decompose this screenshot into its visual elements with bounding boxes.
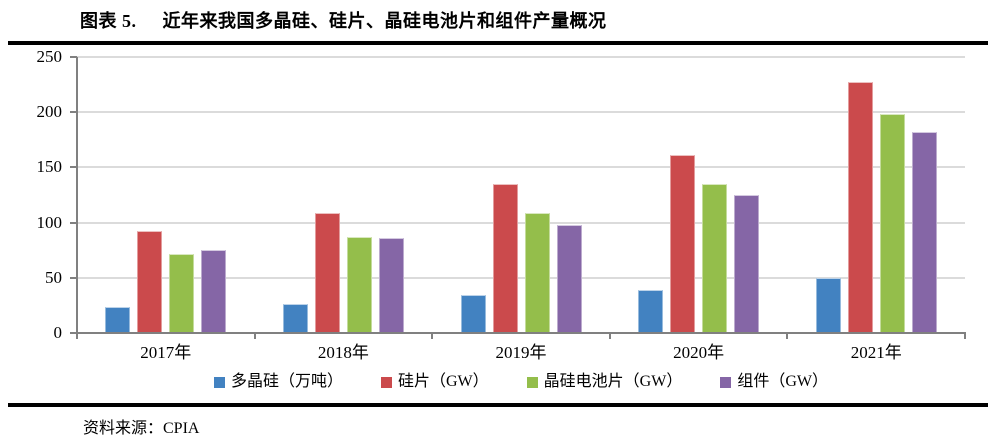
y-axis-tick: [70, 111, 77, 114]
y-axis-tick: [70, 56, 77, 58]
y-axis-tick-label: 150: [36, 157, 63, 177]
chart-legend: 多晶硅（万吨） 硅片（GW） 晶硅电池片（GW） 组件（GW）: [77, 374, 965, 390]
x-axis-line: [76, 332, 966, 334]
bar-组件（GW）-2018年: [378, 238, 404, 333]
chart-bottom-divider-line: [8, 403, 988, 407]
x-axis-tick: [431, 333, 434, 339]
bar-硅片（GW）-2019年: [492, 183, 518, 333]
y-axis-tick: [70, 221, 77, 224]
y-axis-tick: [70, 276, 77, 279]
y-axis-tick-label: 200: [36, 102, 63, 122]
x-axis-tick: [253, 333, 256, 339]
legend-label: 组件（GW）: [737, 373, 829, 390]
legend-label: 晶硅电池片（GW）: [543, 373, 683, 390]
y-axis-tick-label: 250: [36, 47, 63, 66]
x-axis-category-label: 2017年: [140, 343, 192, 362]
x-axis-category-label: 2018年: [317, 343, 369, 362]
legend-item: 晶硅电池片（GW）: [526, 373, 683, 390]
y-gridline: [77, 111, 965, 114]
y-axis-tick-label: 50: [45, 267, 62, 287]
y-gridline: [77, 276, 965, 279]
bar-组件（GW）-2019年: [556, 224, 582, 333]
x-axis-category-label: 2021年: [850, 343, 902, 362]
legend-item: 多晶硅（万吨）: [213, 373, 343, 390]
x-axis-category-label: 2019年: [495, 343, 547, 362]
legend-item: 组件（GW）: [720, 374, 828, 390]
bar-组件（GW）-2021年: [911, 132, 937, 333]
bar-硅片（GW）-2018年: [314, 212, 340, 333]
legend-swatch-icon: [526, 376, 538, 388]
chart-title-number: 图表 5.: [80, 11, 137, 31]
bar-组件（GW）-2020年: [734, 195, 760, 333]
chart-title-text: 近年来我国多晶硅、硅片、晶硅电池片和组件产量概况: [162, 11, 607, 31]
legend-swatch-icon: [720, 376, 732, 388]
y-axis-tick: [70, 332, 77, 334]
bar-硅片（GW）-2020年: [670, 155, 696, 333]
bar-组件（GW）-2017年: [201, 250, 227, 333]
bar-晶硅电池片（GW）-2021年: [879, 114, 905, 333]
legend-swatch-icon: [381, 376, 392, 388]
chart-title: 图表 5. 近年来我国多晶硅、硅片、晶硅电池片和组件产量概况: [80, 7, 607, 33]
bar-多晶硅（万吨）-2018年: [282, 304, 308, 333]
x-axis-tick: [608, 333, 611, 339]
legend-swatch-icon: [213, 376, 225, 388]
x-axis-tick: [786, 333, 789, 339]
y-axis-tick-label: 100: [36, 212, 63, 232]
bar-晶硅电池片（GW）-2020年: [702, 183, 728, 333]
bar-硅片（GW）-2017年: [137, 231, 163, 333]
bar-多晶硅（万吨）-2019年: [460, 295, 486, 333]
legend-label: 硅片（GW）: [398, 373, 489, 390]
bar-晶硅电池片（GW）-2017年: [169, 253, 195, 333]
bar-晶硅电池片（GW）-2018年: [346, 236, 372, 333]
y-gridline: [77, 166, 965, 169]
bar-多晶硅（万吨）-2017年: [105, 306, 131, 333]
x-axis-category-label: 2020年: [673, 343, 725, 362]
y-gridline: [77, 56, 965, 58]
title-divider-line: [8, 41, 988, 45]
bar-多晶硅（万吨）-2021年: [815, 277, 841, 333]
y-axis-tick-label: 0: [53, 323, 63, 342]
y-axis-line: [76, 57, 78, 335]
source-note: 资料来源：CPIA: [83, 420, 200, 437]
x-axis-tick: [964, 333, 966, 339]
y-gridline: [77, 221, 965, 224]
bar-硅片（GW）-2021年: [847, 82, 873, 333]
x-axis-tick: [76, 333, 78, 339]
legend-item: 硅片（GW）: [381, 374, 489, 390]
bar-晶硅电池片（GW）-2019年: [524, 212, 550, 333]
y-axis-tick: [70, 166, 77, 169]
bar-多晶硅（万吨）-2020年: [638, 289, 664, 333]
legend-label: 多晶硅（万吨）: [230, 373, 343, 390]
